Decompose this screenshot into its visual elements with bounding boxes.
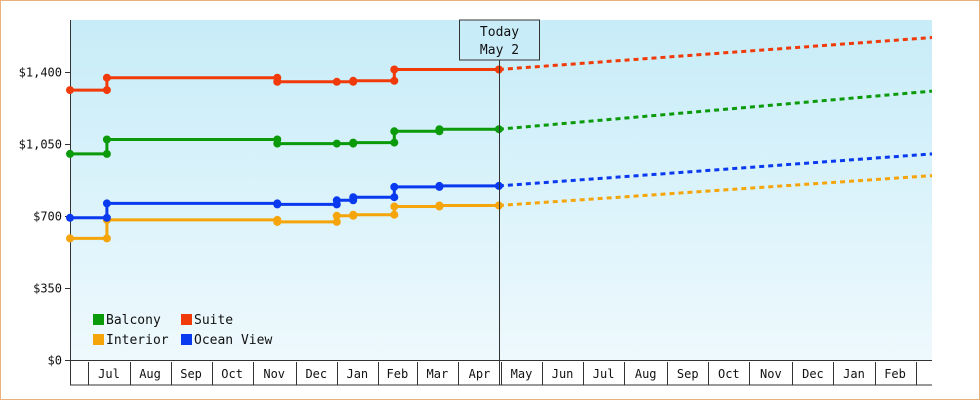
x-tick-label: Jan xyxy=(843,367,865,381)
series-line-ocean-view xyxy=(70,184,499,220)
data-point xyxy=(332,217,341,226)
legend-label-interior: Interior xyxy=(106,333,169,348)
x-tick-label: Jun xyxy=(552,367,574,381)
y-tick-label: $700 xyxy=(33,210,62,224)
data-point xyxy=(273,139,282,148)
data-point xyxy=(332,77,341,86)
x-tick-label: Nov xyxy=(760,367,782,381)
data-point xyxy=(102,234,111,243)
data-point xyxy=(349,193,358,202)
x-tick-label: Oct xyxy=(718,367,740,381)
data-point xyxy=(66,234,74,243)
data-point xyxy=(494,181,503,190)
data-point xyxy=(102,86,111,95)
data-point xyxy=(435,181,444,190)
legend-swatch-suite xyxy=(181,314,192,325)
legend-label-ocean-view: Ocean View xyxy=(194,333,272,348)
data-point xyxy=(494,65,503,74)
data-point xyxy=(390,202,399,211)
series-balcony xyxy=(66,89,933,158)
data-point xyxy=(390,138,399,147)
data-point xyxy=(66,213,74,222)
data-point xyxy=(66,149,74,158)
x-tick-label: Feb xyxy=(387,367,409,381)
data-point xyxy=(102,135,111,144)
data-point xyxy=(390,210,399,219)
data-point xyxy=(349,76,358,85)
x-axis-band: Jul Aug Sep Oct Nov Dec Jan Feb Mar Apr May Jun Jul A… xyxy=(70,362,932,386)
y-tick-label: $1,050 xyxy=(19,138,62,152)
x-tick-label: Oct xyxy=(221,367,243,381)
data-point xyxy=(102,213,111,222)
legend-swatch-ocean-view xyxy=(181,334,192,345)
x-tick-label: Jul xyxy=(593,367,615,381)
legend-label-balcony: Balcony xyxy=(106,313,161,328)
x-tick-label: Apr xyxy=(469,367,491,381)
x-tick-label: May xyxy=(511,367,533,381)
y-tick-label: $350 xyxy=(33,282,62,296)
data-point xyxy=(332,196,341,205)
data-point xyxy=(435,201,444,210)
x-tick-label: Sep xyxy=(677,367,699,381)
projection-line-balcony xyxy=(498,89,933,131)
data-point xyxy=(66,86,74,95)
legend-swatch-balcony xyxy=(93,314,104,325)
data-point xyxy=(102,149,111,158)
series-layer xyxy=(66,36,933,243)
data-point xyxy=(390,76,399,85)
data-point xyxy=(332,211,341,220)
projection-line-interior xyxy=(498,174,933,207)
data-point xyxy=(332,139,341,148)
data-point xyxy=(390,65,399,74)
x-tick-label: Feb xyxy=(884,367,906,381)
data-point xyxy=(435,125,444,134)
data-point xyxy=(494,201,503,210)
data-point xyxy=(390,193,399,202)
x-tick-label: Nov xyxy=(263,367,285,381)
y-tick-label: $0 xyxy=(48,354,62,368)
series-suite xyxy=(66,36,933,95)
legend: Balcony Suite Interior Ocean View xyxy=(93,313,272,348)
data-point xyxy=(349,138,358,147)
today-marker: Today May 2 xyxy=(459,19,540,385)
data-point xyxy=(102,73,111,82)
x-tick-label: Dec xyxy=(802,367,824,381)
x-tick-label: Sep xyxy=(180,367,202,381)
data-point xyxy=(273,200,282,209)
projection-line-ocean-view xyxy=(498,152,933,188)
data-point xyxy=(390,127,399,136)
x-tick-label: Aug xyxy=(139,367,161,381)
x-tick-label: Dec xyxy=(305,367,327,381)
series-interior xyxy=(66,174,933,243)
x-tick-label: Jan xyxy=(346,367,368,381)
projection-line-suite xyxy=(498,36,933,71)
series-ocean-view xyxy=(66,152,933,222)
today-date: May 2 xyxy=(480,43,519,58)
data-point xyxy=(273,77,282,86)
legend-swatch-interior xyxy=(93,334,104,345)
x-tick-label: Mar xyxy=(427,367,449,381)
data-point xyxy=(349,210,358,219)
x-tick-label: Aug xyxy=(635,367,657,381)
today-label: Today xyxy=(480,25,519,40)
data-point xyxy=(390,182,399,191)
data-point xyxy=(494,125,503,134)
x-tick-label: Jul xyxy=(98,367,120,381)
data-point xyxy=(273,217,282,226)
today-box xyxy=(459,19,540,61)
y-tick-label: $1,400 xyxy=(19,66,62,80)
series-line-interior xyxy=(70,204,499,240)
legend-label-suite: Suite xyxy=(194,313,233,328)
y-axis: $0 $350 $700 $1,050 $1,400 xyxy=(19,20,932,385)
data-point xyxy=(102,199,111,208)
